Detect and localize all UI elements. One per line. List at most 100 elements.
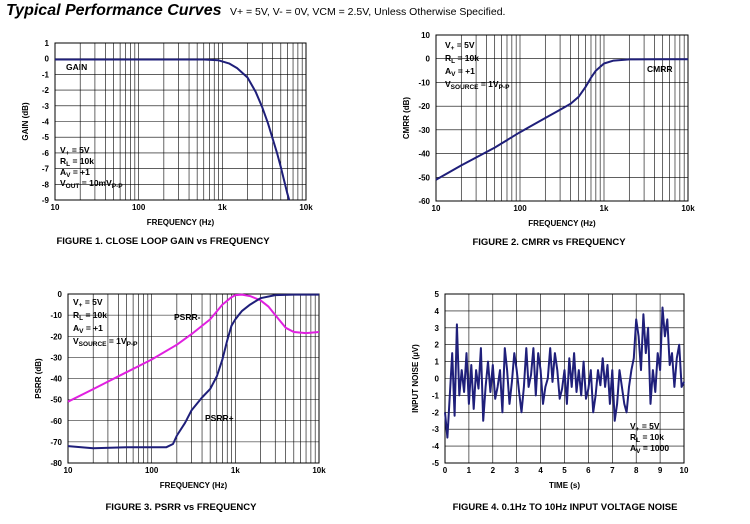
y-tick-label: -4 (42, 118, 50, 127)
y-tick-label: -2 (42, 86, 50, 95)
condition-note: AV = 1000 (630, 443, 669, 455)
y-tick-label: 4 (435, 307, 440, 316)
y-tick-label: -1 (42, 70, 50, 79)
x-tick-label: 8 (634, 466, 639, 475)
fig1-chart: 10 100 1k 10k10-1-2-3-4-5-6-7-8-9FREQUENCY … (21, 39, 313, 247)
y-tick-label: -1 (432, 391, 440, 400)
y-tick-label: -20 (50, 332, 62, 341)
x-tick-label: 5 (562, 466, 567, 475)
fig3-chart: 10 100 1k 10k 0 -10 -20 -30 -40 -50 -60 -70 -80 FREQU… (34, 290, 326, 513)
y-tick-label: -10 (418, 78, 430, 87)
plot-frame (435, 34, 689, 202)
y-axis-label: GAIN (dB) (21, 102, 30, 141)
x-tick-label: 100 (132, 203, 146, 212)
x-tick-label: 1k (218, 203, 227, 212)
plot-frame (54, 42, 307, 201)
x-tick-label: 100 (513, 204, 527, 213)
series-line-noise (444, 306, 685, 439)
x-tick-label: 9 (658, 466, 663, 475)
y-axis-label: INPUT NOISE (µV) (411, 344, 420, 413)
curve-label: CMRR (647, 64, 673, 74)
x-tick-label: 0 (443, 466, 448, 475)
y-tick-label: 3 (435, 324, 440, 333)
y-tick-label: -6 (42, 149, 50, 158)
y-tick-label: -50 (418, 173, 430, 182)
curve-label: PSRR+ (205, 413, 234, 423)
x-axis-label: TIME (s) (549, 481, 580, 490)
figure-caption: FIGURE 4. 0.1Hz TO 10Hz INPUT VOLTAGE NO… (453, 502, 678, 513)
y-tick-label: 0 (58, 290, 63, 299)
y-tick-label: -8 (42, 180, 50, 189)
y-tick-label: -7 (42, 165, 50, 174)
x-tick-label: 6 (586, 466, 591, 475)
condition-note: VSOURCE = 1VP-P (445, 79, 510, 91)
condition-note: V+ = 5V (630, 421, 660, 433)
y-tick-label: 1 (45, 39, 50, 48)
condition-note: RL = 10k (73, 310, 107, 322)
y-tick-label: -10 (50, 311, 62, 320)
y-tick-label: -9 (42, 196, 50, 205)
condition-note: AV = +1 (60, 167, 90, 179)
x-tick-label: 10k (312, 466, 326, 475)
plot-frame (67, 293, 320, 464)
x-tick-label: 7 (610, 466, 615, 475)
y-tick-label: -40 (50, 375, 62, 384)
y-axis-label: PSRR (dB) (34, 358, 43, 399)
condition-note: VSOURCE = 1VP-P (73, 336, 138, 348)
figure-caption: FIGURE 3. PSRR vs FREQUENCY (106, 502, 258, 513)
y-tick-label: 10 (421, 31, 430, 40)
condition-note: V+ = 5V (60, 145, 90, 157)
condition-note: V+ = 5V (73, 297, 103, 309)
y-tick-label: -40 (418, 150, 430, 159)
y-tick-label: 2 (435, 341, 440, 350)
y-tick-label: -80 (50, 459, 62, 468)
x-tick-label: 10 (51, 203, 60, 212)
condition-note: VOUT = 10mVP-P (60, 178, 123, 190)
plot-frame (444, 293, 685, 464)
y-tick-label: -30 (50, 353, 62, 362)
x-tick-label: 4 (538, 466, 543, 475)
x-tick-label: 1k (231, 466, 240, 475)
y-tick-label: -70 (50, 438, 62, 447)
y-tick-label: -4 (432, 442, 440, 451)
page-title: Typical Performance Curves (6, 2, 222, 19)
x-tick-label: 1k (600, 204, 609, 213)
y-tick-label: 1 (435, 358, 440, 367)
y-tick-label: -60 (418, 197, 430, 206)
condition-note: AV = +1 (445, 66, 475, 78)
y-tick-label: -20 (418, 102, 430, 111)
condition-note: RL = 10k (60, 156, 94, 168)
x-tick-label: 1 (467, 466, 472, 475)
y-tick-label: -3 (42, 102, 50, 111)
y-tick-label: 5 (435, 290, 440, 299)
x-axis-label: FREQUENCY (Hz) (528, 219, 596, 228)
y-axis-label: CMRR (dB) (402, 97, 411, 140)
y-tick-label: -60 (50, 417, 62, 426)
fig2-chart: 10 100 1k 10k100-10-20-30-40-50-60FREQUENCY… (402, 31, 695, 248)
series-line-cmrr (435, 58, 688, 181)
condition-note: V+ = 5V (445, 40, 475, 52)
y-tick-label: 0 (435, 375, 440, 384)
condition-note: RL = 10k (630, 432, 664, 444)
y-tick-label: -3 (432, 425, 440, 434)
curve-label: PSRR- (174, 312, 201, 322)
series-line-psrr- (67, 293, 320, 403)
series-line-gain (55, 58, 291, 201)
x-axis-label: FREQUENCY (Hz) (160, 481, 228, 490)
page-header: Typical Performance Curves V+ = 5V, V- =… (6, 2, 505, 20)
series-line-psrr- (67, 293, 319, 450)
x-tick-label: 10k (299, 203, 313, 212)
y-tick-label: 0 (426, 55, 431, 64)
y-tick-label: -5 (432, 459, 440, 468)
y-tick-label: -2 (432, 408, 440, 417)
condition-note: RL = 10k (445, 53, 479, 65)
y-tick-label: -50 (50, 396, 62, 405)
figure-caption: FIGURE 2. CMRR vs FREQUENCY (472, 237, 626, 248)
x-tick-label: 10 (432, 204, 441, 213)
condition-note: AV = +1 (73, 323, 103, 335)
x-tick-label: 3 (514, 466, 519, 475)
x-tick-label: 10 (64, 466, 73, 475)
x-tick-label: 10 (680, 466, 689, 475)
x-tick-label: 10k (681, 204, 695, 213)
